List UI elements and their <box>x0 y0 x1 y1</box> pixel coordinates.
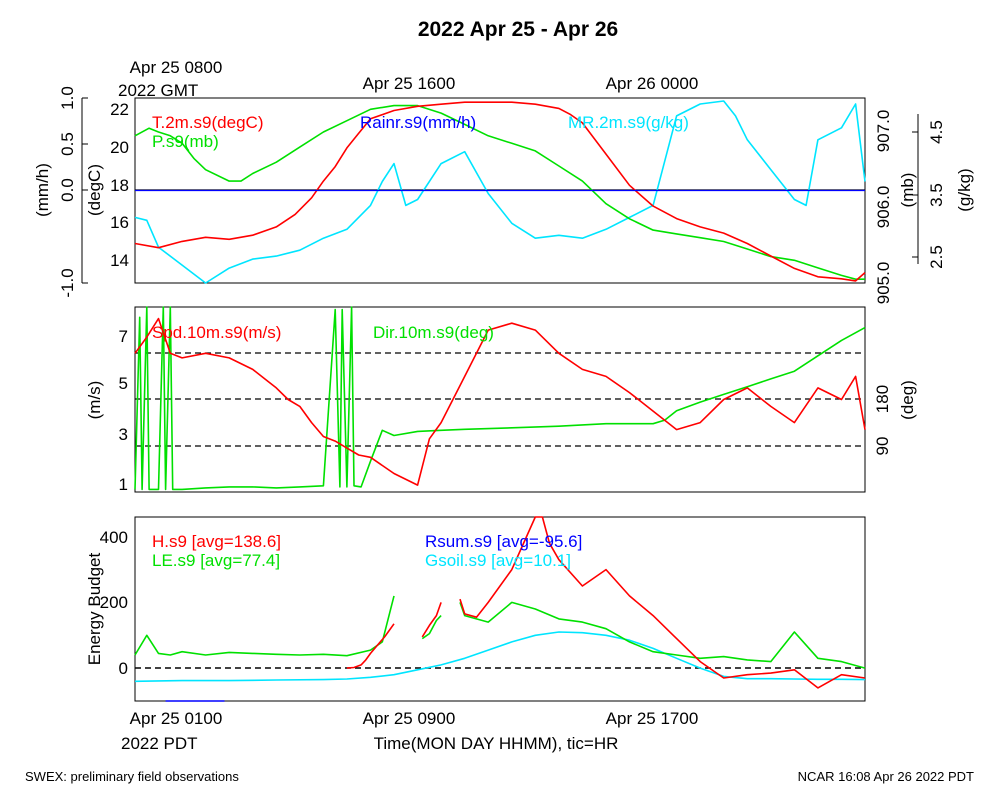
spd-axis-label: (m/s) <box>85 381 104 420</box>
legend-latent-heat: LE.s9 [avg=77.4] <box>152 551 280 570</box>
series-line-p-s9-mb <box>134 104 865 281</box>
legend-wind-direction: Dir.10m.s9(deg) <box>373 323 494 342</box>
spd-tick-label: 7 <box>119 327 128 346</box>
series-line-h-s9-avg-138-6 <box>459 516 866 689</box>
spd-tick-label: 3 <box>119 425 128 444</box>
top-tick-label: Apr 25 1600 <box>363 74 456 93</box>
pres-tick-label: 905.0 <box>874 262 893 305</box>
legend-soil-flux: Gsoil.s9 [avg=10.1] <box>425 551 571 570</box>
series-line-dir-10m-s9-deg <box>134 306 866 491</box>
temp-tick-label: 20 <box>110 138 129 157</box>
legend-wind-speed: Spd.10m.s9(m/s) <box>152 323 281 342</box>
legend-rain-rate: Rainr.s9(mm/h) <box>360 113 476 132</box>
energy-tick-label: 200 <box>100 593 128 612</box>
energy-axis-label: Energy Budget <box>85 552 104 665</box>
footer-left: SWEX: preliminary field observations <box>25 769 239 784</box>
rain-tick-label: 0.0 <box>58 178 77 202</box>
pres-tick-label: 907.0 <box>874 110 893 153</box>
temp-tick-label: 16 <box>110 213 129 232</box>
bottom-tick-label: Apr 25 0100 <box>130 709 223 728</box>
top-axis-year: 2022 GMT <box>118 81 198 100</box>
temp-axis-label: (degC) <box>85 164 104 216</box>
series-line-mr-2m-s9-g-kg <box>134 100 866 284</box>
temp-tick-label: 22 <box>110 100 129 119</box>
series-line-h-s9-avg-138-6 <box>421 602 442 638</box>
x-axis-label: Time(MON DAY HHMM), tic=HR <box>374 734 619 753</box>
energy-tick-label: 0 <box>119 659 128 678</box>
top-tick-label: Apr 25 0800 <box>130 58 223 77</box>
series-line-le-s9-avg-77-4 <box>134 595 395 657</box>
panel-top: 1.0 0.5 0.0 -1.0 (mm/h) 14 16 18 20 22 (… <box>33 86 974 304</box>
bottom-tick-label: Apr 25 0900 <box>363 709 456 728</box>
panel-top-series <box>134 100 866 284</box>
spd-tick-label: 5 <box>119 374 128 393</box>
legend-temperature: T.2m.s9(degC) <box>152 113 263 132</box>
pres-tick-label: 906.0 <box>874 186 893 229</box>
rain-tick-label: 1.0 <box>58 86 77 110</box>
dir-tick-label: 180 <box>873 385 892 413</box>
footer-right: NCAR 16:08 Apr 26 2022 PDT <box>798 769 974 784</box>
series-line-t-2m-s9-degc <box>134 101 866 282</box>
bottom-tick-label: Apr 25 1700 <box>606 709 699 728</box>
series-line-spd-10m-s9-m-s <box>134 317 866 486</box>
rain-tick-label: 0.5 <box>58 132 77 156</box>
legend-mixing-ratio: MR.2m.s9(g/kg) <box>568 113 689 132</box>
top-tick-label: Apr 26 0000 <box>606 74 699 93</box>
series-line-gsoil-s9-avg-10-1 <box>134 631 866 683</box>
dir-tick-label: 90 <box>873 437 892 456</box>
panel-bottom: 0 200 400 Energy Budget H.s9 [avg=138.6]… <box>85 516 866 702</box>
legend-pressure: P.s9(mb) <box>152 132 219 151</box>
legend-radiation-sum: Rsum.s9 [avg=-95.6] <box>425 532 582 551</box>
panel-bottom-frame <box>134 516 866 702</box>
mr-tick-label: 2.5 <box>927 245 946 269</box>
mr-tick-label: 4.5 <box>927 120 946 144</box>
energy-tick-label: 400 <box>100 528 128 547</box>
bottom-axis-year: 2022 PDT <box>121 734 198 753</box>
pres-axis-label: (mb) <box>898 173 917 208</box>
chart-title: 2022 Apr 25 - Apr 26 <box>418 18 618 41</box>
panel-bottom-series <box>134 516 866 702</box>
temp-tick-label: 14 <box>110 251 129 270</box>
mr-axis-label: (g/kg) <box>955 168 974 211</box>
legend-sensible-heat: H.s9 [avg=138.6] <box>152 532 281 551</box>
series-line-h-s9-avg-138-6 <box>346 623 395 669</box>
series-line-le-s9-avg-77-4 <box>421 615 442 640</box>
series-line-le-s9-avg-77-4 <box>459 601 866 669</box>
mr-tick-label: 3.5 <box>927 183 946 207</box>
panel-middle-series <box>134 306 866 491</box>
rain-axis-label: (mm/h) <box>33 163 52 217</box>
panel-middle: 1 3 5 7 (m/s) 90 180 (deg) Spd.10m.s9(m/… <box>85 306 917 494</box>
dir-axis-label: (deg) <box>898 380 917 420</box>
rain-tick-label: -1.0 <box>58 268 77 297</box>
spd-tick-label: 1 <box>119 475 128 494</box>
temp-tick-label: 18 <box>110 176 129 195</box>
